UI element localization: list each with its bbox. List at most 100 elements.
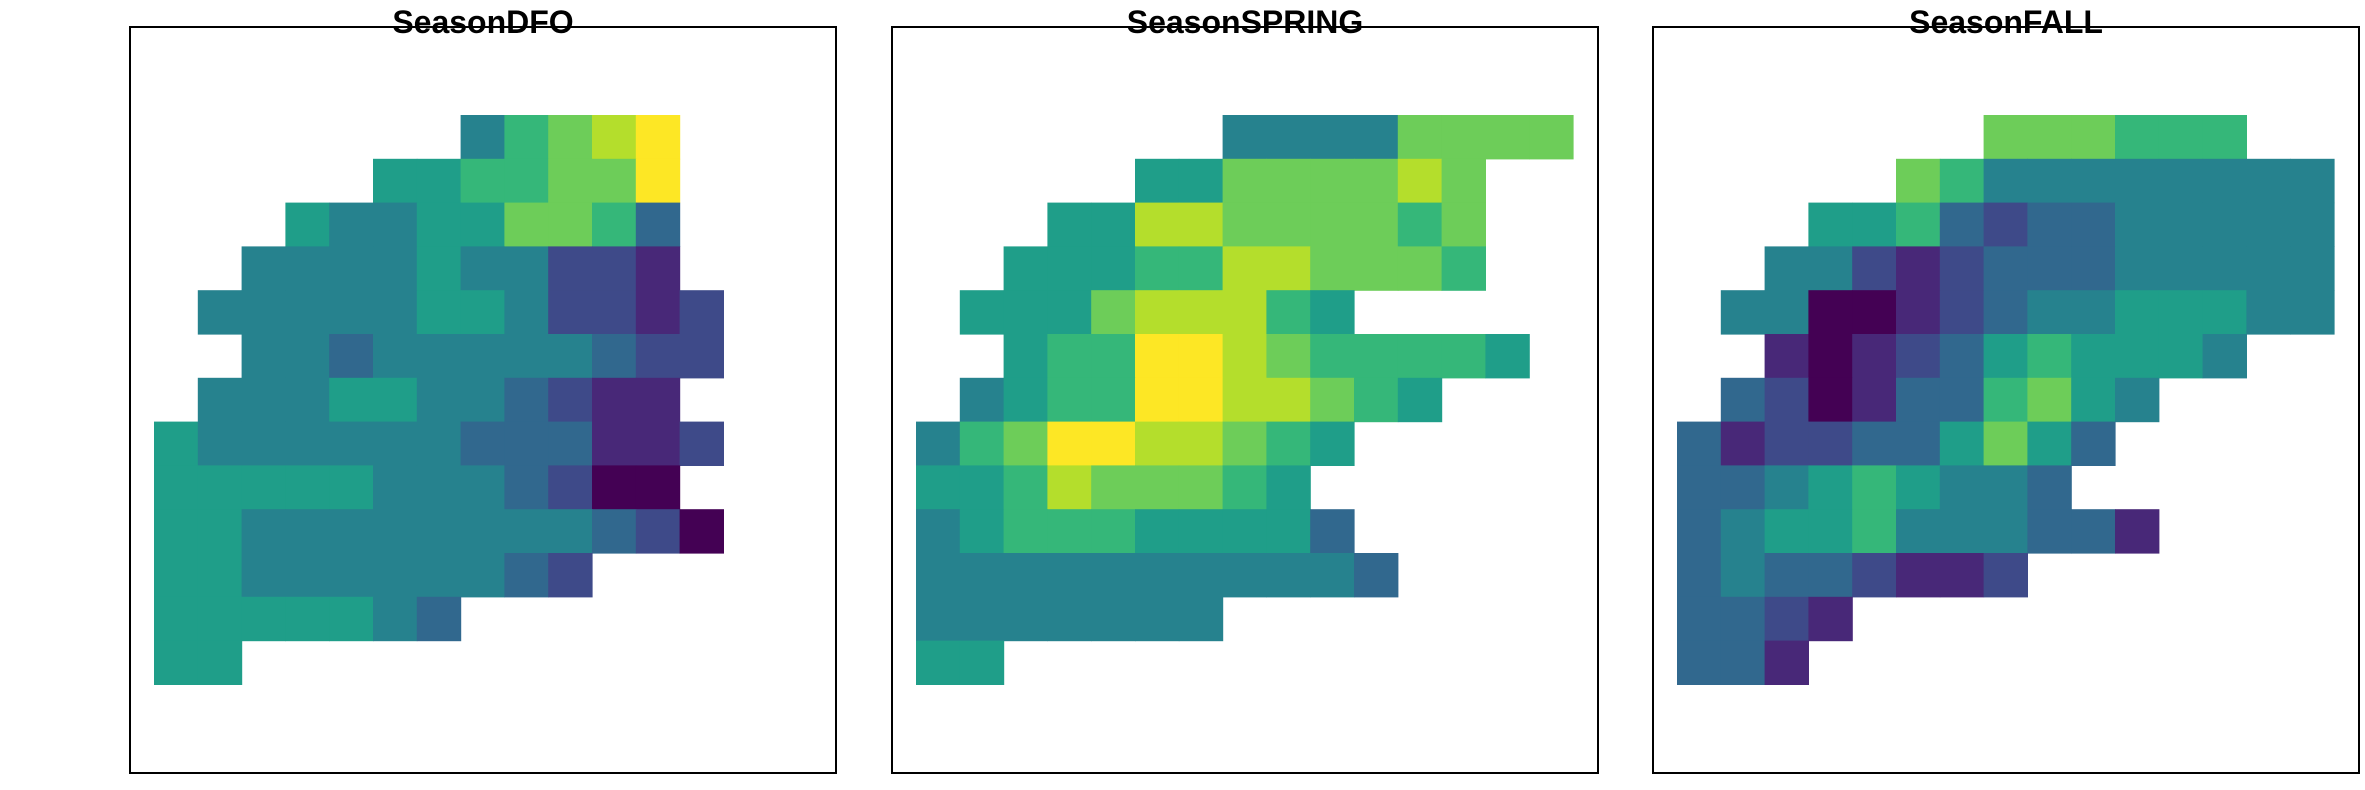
heatmap-cell [2246, 158, 2291, 204]
heatmap-cell [1720, 290, 1766, 335]
heatmap-cell [1310, 509, 1355, 554]
heatmap-cell [1677, 509, 1722, 554]
heatmap-cell [1135, 596, 1180, 642]
heatmap-cell [1003, 553, 1048, 598]
heatmap-cell [959, 596, 1005, 642]
panel-title: SeasonDFO [392, 4, 574, 40]
heatmap-cell [1310, 202, 1355, 247]
heatmap-cell [1896, 290, 1941, 335]
heatmap-cell [1354, 553, 1399, 598]
heatmap-cell [2071, 246, 2116, 291]
heatmap-cell [1852, 377, 1897, 423]
heatmap-cell [2290, 158, 2335, 204]
heatmap-cell [959, 509, 1005, 554]
heatmap-cell [460, 246, 505, 291]
heatmap-cell [2115, 202, 2160, 247]
heatmap-cell [2202, 158, 2247, 204]
heatmap-plot-area [1677, 115, 2335, 685]
heatmap-cell [1047, 202, 1092, 247]
heatmap-cell [1397, 158, 1443, 204]
heatmap-cell [635, 246, 681, 291]
heatmap-cell [1266, 421, 1311, 466]
heatmap-cell [1047, 421, 1092, 466]
heatmap-cell [241, 509, 286, 554]
heatmap-cell [1178, 377, 1224, 423]
heatmap-cell [1310, 334, 1355, 379]
heatmap-cell [2115, 290, 2160, 335]
heatmap-cell [285, 377, 330, 423]
heatmap-cell [504, 553, 549, 598]
heatmap-cell [548, 290, 593, 335]
heatmap-cell [679, 334, 724, 379]
heatmap-cell [1003, 334, 1048, 379]
heatmap-cell [1003, 465, 1048, 510]
heatmap-cell [679, 290, 724, 335]
heatmap-cell [1852, 290, 1897, 335]
heatmap-cell [548, 202, 593, 247]
heatmap-cell [548, 465, 593, 510]
heatmap-cell [373, 421, 418, 466]
heatmap-cell [1047, 553, 1092, 598]
heatmap-panel-seasonspring: SeasonSPRING [891, 6, 1599, 774]
heatmap-cell [1003, 596, 1048, 642]
heatmap-cell [1047, 334, 1092, 379]
heatmap-cell [1720, 377, 1766, 423]
heatmap-cell [1896, 509, 1941, 554]
heatmap-cell [504, 334, 549, 379]
heatmap-cell [1764, 640, 1809, 685]
heatmap-cell [1091, 246, 1136, 291]
heatmap-cell [1983, 421, 2028, 466]
heatmap-cell [2202, 246, 2247, 291]
heatmap-cell [1091, 509, 1136, 554]
heatmap-cell [2027, 421, 2072, 466]
heatmap-cell [1222, 290, 1267, 335]
heatmap-cell [1266, 465, 1311, 510]
heatmap-cell [2071, 377, 2116, 423]
heatmap-cell [1983, 553, 2028, 598]
heatmap-cell [1266, 202, 1311, 247]
heatmap-cell [1939, 202, 1985, 247]
heatmap-cell [1677, 596, 1722, 642]
heatmap-cell [1135, 290, 1180, 335]
heatmap-cell [1808, 509, 1853, 554]
heatmap-cell [1983, 202, 2028, 247]
heatmap-cell [1808, 377, 1853, 423]
heatmap-cell [154, 553, 199, 598]
heatmap-cell [1720, 465, 1766, 510]
heatmap-cell [416, 290, 462, 335]
heatmap-cell [504, 246, 549, 291]
heatmap-cell [1178, 158, 1224, 204]
heatmap-cell [1764, 290, 1809, 335]
heatmap-cell [329, 202, 374, 247]
heatmap-cell [285, 334, 330, 379]
heatmap-cell [548, 421, 593, 466]
heatmap-cell [1808, 421, 1853, 466]
heatmap-cell [592, 334, 637, 379]
heatmap-cell [1135, 158, 1180, 204]
heatmap-cell [1091, 202, 1136, 247]
heatmap-cell [1764, 377, 1809, 423]
heatmap-cell [241, 246, 286, 291]
heatmap-plot-area [916, 115, 1574, 685]
heatmap-cell [1441, 334, 1486, 379]
heatmap-cell [1764, 596, 1809, 642]
heatmap-cell [1354, 377, 1399, 423]
heatmap-cell [1222, 421, 1267, 466]
heatmap-cell [1266, 553, 1311, 598]
heatmap-cell [1764, 421, 1809, 466]
heatmap-cell [1135, 202, 1180, 247]
heatmap-cell [1677, 553, 1722, 598]
heatmap-cell [592, 465, 637, 510]
heatmap-cell [197, 377, 243, 423]
heatmap-cell [154, 596, 199, 642]
heatmap-cell [285, 465, 330, 510]
heatmap-cell [916, 596, 961, 642]
heatmap-cell [416, 334, 462, 379]
heatmap-cell [1003, 509, 1048, 554]
heatmap-cell [916, 465, 961, 510]
heatmap-cell [1135, 465, 1180, 510]
heatmap-cell [1091, 421, 1136, 466]
heatmap-cell [460, 553, 505, 598]
heatmap-cell [1266, 290, 1311, 335]
heatmap-cell [329, 596, 374, 642]
